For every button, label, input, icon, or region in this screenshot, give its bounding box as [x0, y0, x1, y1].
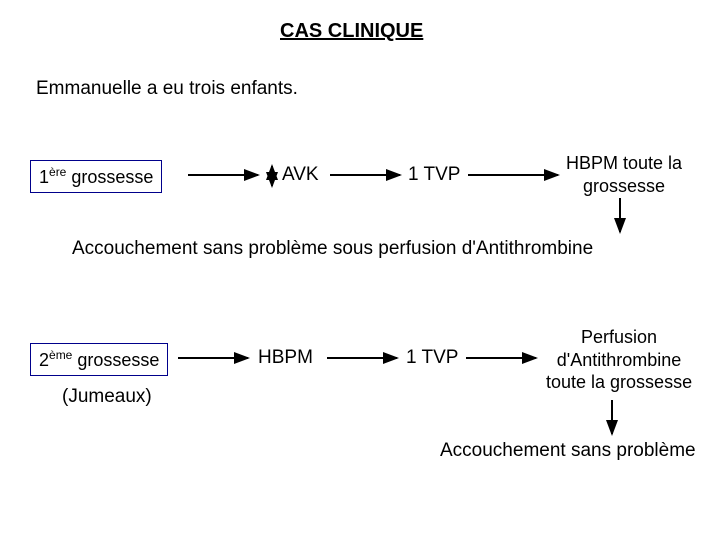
- arrow-layer: [0, 0, 720, 540]
